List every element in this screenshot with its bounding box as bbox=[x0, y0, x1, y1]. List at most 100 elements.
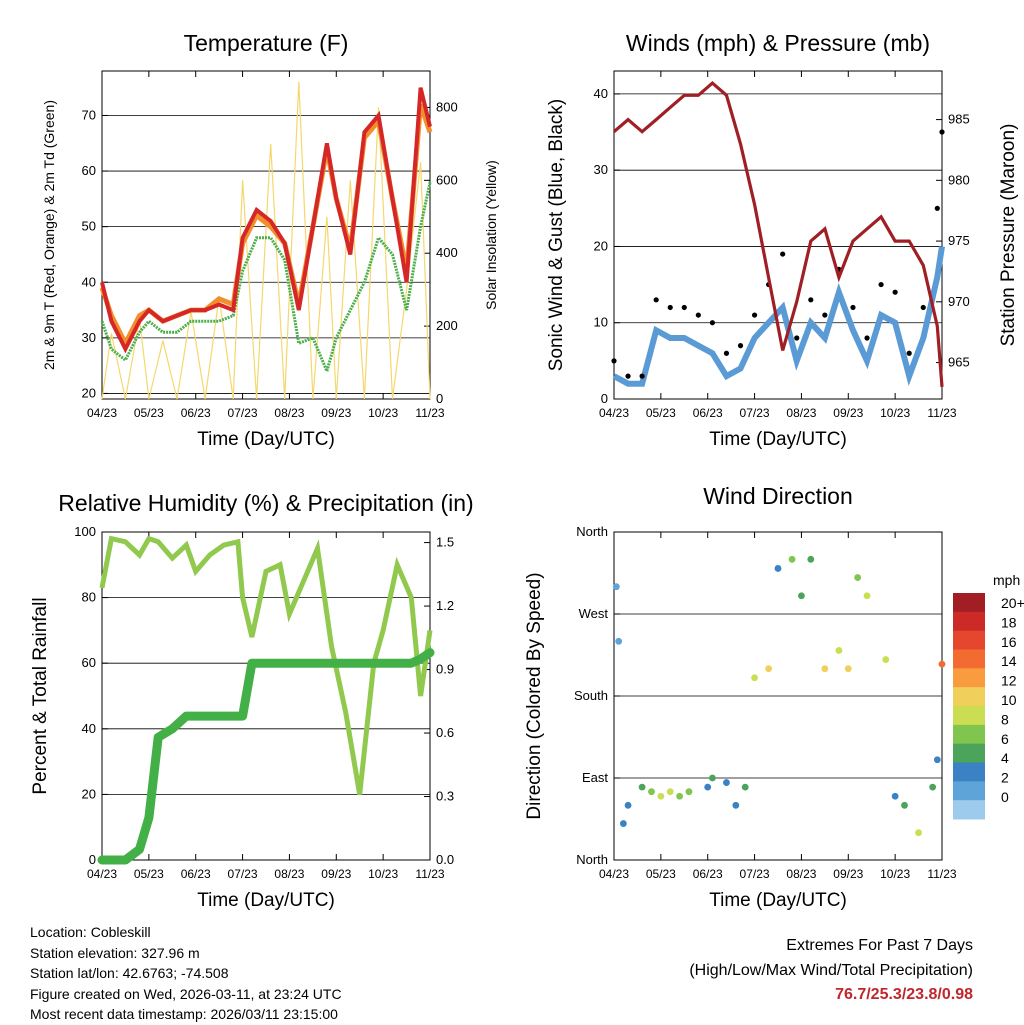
colorbar-swatch bbox=[953, 687, 985, 707]
direction-point bbox=[704, 783, 712, 791]
chart-title: Wind Direction bbox=[703, 483, 853, 509]
y-tick-label: 100 bbox=[74, 524, 96, 539]
plot-frame bbox=[101, 70, 431, 400]
x-tick-label: 11/23 bbox=[927, 406, 956, 420]
y-tick-label: 60 bbox=[82, 163, 96, 178]
y-tick-label: North bbox=[576, 524, 608, 539]
x-tick-label: 10/23 bbox=[368, 867, 398, 881]
y-tick-label: 20 bbox=[82, 786, 96, 801]
series-solar bbox=[101, 81, 431, 400]
y-tick-label: 40 bbox=[82, 721, 96, 736]
x-tick-label: 09/23 bbox=[321, 406, 351, 420]
chart-title: Winds (mph) & Pressure (mb) bbox=[626, 30, 930, 56]
winds-pressure-panel: 0 10 20 30 40 965 970 975 980 985 04/23 05/23 06/23 0… bbox=[546, 30, 1019, 450]
y-tick-label: East bbox=[582, 770, 608, 785]
station-location: Location: Cobleskill bbox=[30, 924, 151, 940]
gust-point bbox=[939, 129, 945, 135]
y-tick-label: 80 bbox=[82, 590, 96, 605]
gust-point bbox=[850, 304, 856, 311]
y-tick-label: 975 bbox=[948, 233, 970, 248]
extremes-subtitle: (High/Low/Max Wind/Total Precipitation) bbox=[689, 961, 973, 979]
direction-point bbox=[685, 788, 693, 796]
colorbar-label: 18 bbox=[1001, 614, 1017, 630]
y-tick-label: 0.6 bbox=[436, 725, 454, 740]
gust-point bbox=[639, 373, 645, 379]
direction-point bbox=[648, 788, 655, 796]
gust-point bbox=[780, 251, 786, 257]
x-tick-label: 07/23 bbox=[740, 406, 770, 420]
y-tick-label: 10 bbox=[594, 315, 608, 330]
direction-point bbox=[882, 656, 890, 663]
y-axis-label: Percent & Total Rainfall bbox=[30, 597, 51, 794]
colorbar-label: 14 bbox=[1001, 653, 1017, 669]
direction-point bbox=[676, 792, 683, 800]
y-tick-label: 0 bbox=[436, 391, 443, 406]
x-tick-label: 11/23 bbox=[927, 867, 956, 881]
y-tick-label: 985 bbox=[948, 112, 970, 127]
y-tick-label: 70 bbox=[82, 107, 96, 122]
y-tick-label: 200 bbox=[436, 318, 458, 333]
colorbar-swatch bbox=[953, 762, 985, 782]
colorbar-swatch bbox=[953, 611, 985, 632]
x-tick-label: 08/23 bbox=[786, 406, 816, 420]
x-tick-label: 10/23 bbox=[368, 406, 398, 420]
x-tick-label: 07/23 bbox=[228, 406, 258, 420]
y-tick-label: 400 bbox=[436, 245, 458, 260]
direction-point bbox=[709, 774, 716, 782]
x-tick-label: 06/23 bbox=[181, 867, 211, 881]
direction-point bbox=[732, 801, 740, 809]
x-tick-label: 06/23 bbox=[693, 406, 723, 420]
recent-timestamp: Most recent data timestamp: 2026/03/11 2… bbox=[30, 1006, 338, 1022]
y-tick-label: 50 bbox=[82, 219, 96, 234]
gust-point bbox=[695, 312, 701, 318]
direction-point bbox=[938, 660, 946, 668]
colorbar-swatch bbox=[953, 800, 985, 820]
direction-point bbox=[835, 647, 843, 654]
direction-point bbox=[807, 555, 815, 563]
gust-point bbox=[794, 335, 800, 341]
y-tick-label: 30 bbox=[594, 162, 608, 177]
x-tick-label: 05/23 bbox=[646, 406, 676, 420]
y-tick-label: 0.3 bbox=[436, 789, 454, 804]
gust-point bbox=[808, 297, 814, 303]
x-axis-label: Time (Day/UTC) bbox=[197, 429, 335, 450]
extremes-title: Extremes For Past 7 Days bbox=[786, 937, 973, 954]
x-tick-label: 11/23 bbox=[415, 867, 444, 881]
direction-point bbox=[891, 792, 899, 800]
x-tick-label: 04/23 bbox=[87, 867, 117, 881]
x-tick-label: 07/23 bbox=[740, 867, 770, 881]
y-tick-label: 980 bbox=[948, 172, 970, 187]
x-axis-label: Time (Day/UTC) bbox=[197, 890, 335, 911]
direction-point bbox=[933, 756, 941, 764]
colorbar-swatch bbox=[953, 724, 985, 745]
direction-point bbox=[638, 783, 646, 791]
x-tick-label: 09/23 bbox=[321, 867, 351, 881]
direction-point bbox=[666, 788, 674, 796]
gust-point bbox=[920, 304, 926, 311]
x-tick-label: 05/23 bbox=[134, 867, 164, 881]
y-tick-label: 965 bbox=[948, 355, 970, 370]
y-tick-label: 0.9 bbox=[436, 662, 454, 677]
y-tick-label: South bbox=[574, 688, 608, 703]
colorbar-label: 16 bbox=[1001, 634, 1017, 650]
direction-point bbox=[765, 665, 773, 673]
direction-point bbox=[844, 665, 852, 673]
x-tick-label: 04/23 bbox=[87, 406, 117, 420]
direction-point bbox=[788, 555, 796, 563]
gust-point bbox=[653, 297, 659, 303]
y-tick-label: 20 bbox=[82, 385, 96, 400]
plot-frame bbox=[613, 70, 943, 400]
gust-point bbox=[667, 304, 673, 311]
y-tick-label: 0 bbox=[89, 852, 96, 867]
series-temp-2m bbox=[100, 87, 432, 354]
y-tick-label: 1.2 bbox=[436, 598, 454, 613]
y-axis-label: 2m & 9m T (Red, Orange) & 2m Td (Green) bbox=[41, 100, 57, 370]
gust-point bbox=[723, 350, 730, 356]
x-tick-label: 06/23 bbox=[693, 867, 723, 881]
colorbar-label: 12 bbox=[1001, 673, 1017, 689]
gust-point bbox=[737, 343, 744, 349]
direction-point bbox=[774, 565, 782, 572]
direction-point bbox=[741, 783, 749, 791]
x-tick-label: 09/23 bbox=[833, 406, 863, 420]
